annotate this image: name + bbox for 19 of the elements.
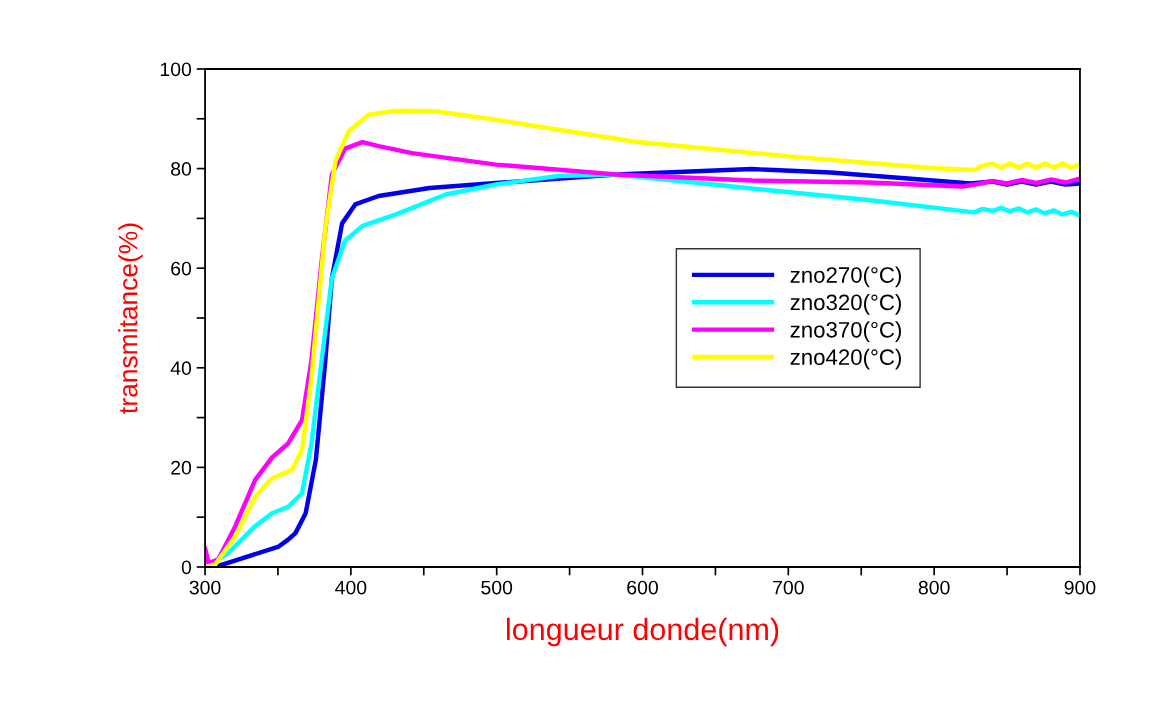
x-tick-label: 900 <box>1064 580 1096 595</box>
legend-label: zno420(°C) <box>790 348 901 370</box>
y-tick-label: 40 <box>170 361 192 376</box>
x-tick-label: 600 <box>627 580 658 595</box>
x-tick-label: 500 <box>481 580 513 595</box>
x-tick-label: 800 <box>918 580 950 595</box>
legend-label: zno270(°C) <box>790 266 901 288</box>
x-axis-title: longueur donde(nm) <box>506 617 779 647</box>
y-tick-label: 60 <box>171 261 192 276</box>
y-tick-label: 0 <box>181 560 192 575</box>
legend-label: zno320(°C) <box>790 293 901 315</box>
y-tick-label: 20 <box>171 460 192 475</box>
x-tick-label: 700 <box>773 580 804 595</box>
x-tick-label: 400 <box>335 580 367 595</box>
y-tick-label: 80 <box>171 162 192 176</box>
y-tick-label: 100 <box>160 62 192 77</box>
y-axis-title: transmitance(%) <box>118 223 143 414</box>
x-tick-label: 300 <box>189 580 221 595</box>
legend-label: zno370(°C) <box>790 321 901 343</box>
